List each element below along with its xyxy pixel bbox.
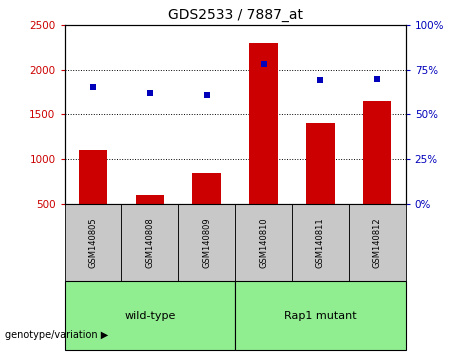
Bar bbox=[65, 281, 235, 350]
Bar bbox=[235, 204, 292, 281]
Bar bbox=[121, 204, 178, 281]
Text: wild-type: wild-type bbox=[124, 311, 176, 321]
Text: genotype/variation ▶: genotype/variation ▶ bbox=[5, 330, 108, 339]
Bar bbox=[292, 204, 349, 281]
Bar bbox=[178, 204, 235, 281]
Bar bbox=[136, 195, 164, 204]
Bar bbox=[249, 43, 278, 204]
Text: GSM140812: GSM140812 bbox=[373, 217, 382, 268]
Bar bbox=[79, 150, 107, 204]
Bar bbox=[349, 204, 406, 281]
Title: GDS2533 / 7887_at: GDS2533 / 7887_at bbox=[168, 8, 302, 22]
Bar bbox=[363, 101, 391, 204]
Bar bbox=[235, 281, 406, 350]
Text: Rap1 mutant: Rap1 mutant bbox=[284, 311, 357, 321]
Text: GSM140805: GSM140805 bbox=[89, 217, 97, 268]
Text: GSM140808: GSM140808 bbox=[145, 217, 154, 268]
Text: GSM140809: GSM140809 bbox=[202, 217, 211, 268]
Bar bbox=[193, 172, 221, 204]
Text: GSM140811: GSM140811 bbox=[316, 217, 325, 268]
Text: GSM140810: GSM140810 bbox=[259, 217, 268, 268]
Bar bbox=[306, 123, 335, 204]
Bar bbox=[65, 204, 121, 281]
